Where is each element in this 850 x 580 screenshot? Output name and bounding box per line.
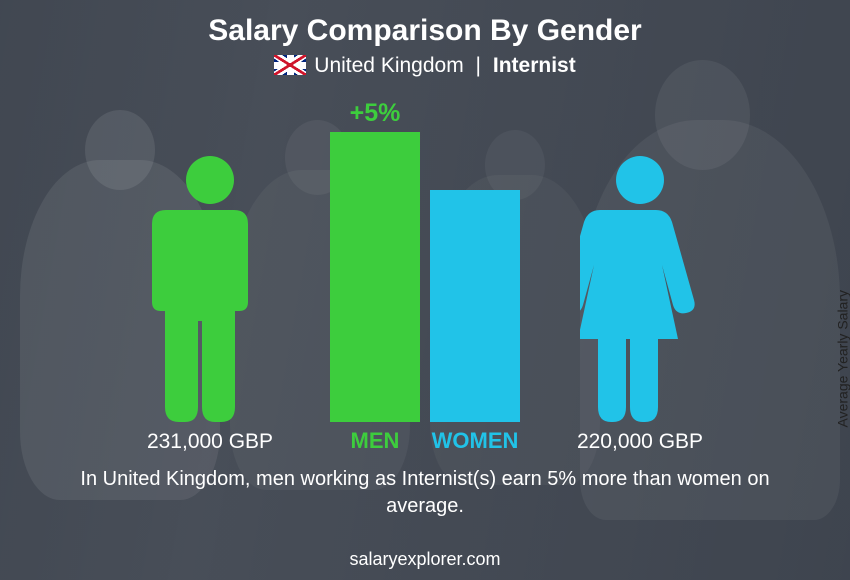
footer-source: salaryexplorer.com <box>0 549 850 570</box>
percent-difference: +5% <box>330 99 420 128</box>
separator: | <box>476 54 481 77</box>
male-person-icon <box>150 152 270 422</box>
woman-icon <box>580 152 700 422</box>
page-title: Salary Comparison By Gender <box>0 0 850 48</box>
women-label: WOMEN <box>430 428 520 454</box>
women-salary: 220,000 GBP <box>540 430 740 454</box>
men-label: MEN <box>330 428 420 454</box>
man-icon <box>150 152 270 422</box>
y-axis-label: Average Yearly Salary <box>834 290 850 428</box>
men-salary: 231,000 GBP <box>110 430 310 454</box>
uk-flag-icon <box>274 55 306 75</box>
female-person-icon <box>580 152 700 422</box>
gender-comparison-chart: +5% MEN WOMEN 231,000 GBP 220,000 GBP <box>0 100 850 460</box>
men-bar <box>330 132 420 422</box>
subtitle: United Kingdom | Internist <box>0 54 850 78</box>
country-label: United Kingdom <box>314 54 463 77</box>
summary-text: In United Kingdom, men working as Intern… <box>60 466 790 520</box>
job-label: Internist <box>493 54 576 77</box>
women-bar <box>430 190 520 422</box>
